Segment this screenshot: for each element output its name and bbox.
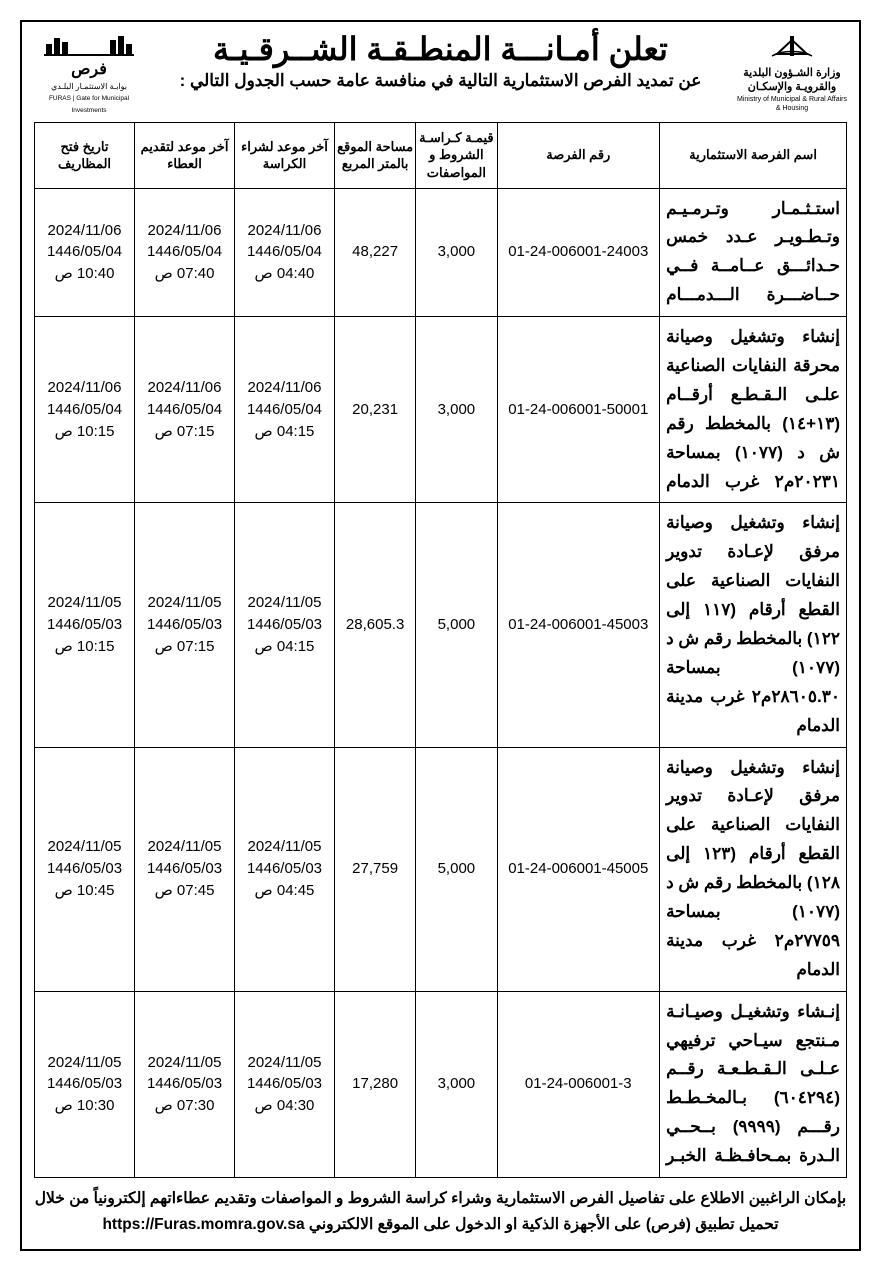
cell-date-submit: 2024/11/051446/05/0307:45 ص: [135, 747, 235, 991]
cell-price: 3,000: [416, 991, 497, 1177]
cell-date-buy: 2024/11/051446/05/0304:15 ص: [235, 503, 335, 747]
cell-date-submit: 2024/11/061446/05/0407:40 ص: [135, 188, 235, 317]
cell-price: 3,000: [416, 317, 497, 503]
cell-area: 28,605.3: [334, 503, 415, 747]
header: وزارة الشـؤون البلدية والقرويـة والإسكـا…: [34, 30, 847, 116]
cell-num: 01-24-006001-45003: [497, 503, 660, 747]
opportunities-table: اسم الفرصة الاستثمارية رقم الفرصة قيمـة …: [34, 122, 847, 1178]
table-row: إنشاء وتشغيل وصيانة محرقة النفايات الصنا…: [35, 317, 847, 503]
furas-name: فرص: [71, 61, 107, 78]
cell-price: 3,000: [416, 188, 497, 317]
cell-num: 01-24-006001-45005: [497, 747, 660, 991]
ministry-name-1: وزارة الشـؤون البلدية: [743, 67, 841, 79]
cell-date-buy: 2024/11/051446/05/0304:45 ص: [235, 747, 335, 991]
cell-date-open: 2024/11/051446/05/0310:15 ص: [35, 503, 135, 747]
cell-name: إنشاء وتشغيل وصيانة مرفق لإعـادة تدوير ا…: [660, 747, 847, 991]
cell-date-open: 2024/11/051446/05/0310:30 ص: [35, 991, 135, 1177]
cell-date-buy: 2024/11/051446/05/0304:30 ص: [235, 991, 335, 1177]
table-body: استـثـمـار وتـرمـيـم وتـطـويـر عـدد خمس …: [35, 188, 847, 1178]
ministry-name-en: Ministry of Municipal & Rural Affairs & …: [737, 95, 847, 113]
table-row: إنشاء وتشغيل وصيانة مرفق لإعـادة تدوير ا…: [35, 503, 847, 747]
cell-area: 48,227: [334, 188, 415, 317]
col-d1: آخر موعد لشراء الكراسة: [235, 122, 335, 188]
cell-num: 01-24-006001-3: [497, 991, 660, 1177]
title-block: تعلن أمـانـــة المنطـقـة الشــرقـيـة عن …: [154, 30, 727, 91]
cell-area: 17,280: [334, 991, 415, 1177]
furas-sub-en: FURAS | Gate for Municipal Investments: [49, 95, 129, 114]
cell-name: إنشاء وتشغيل وصيانة مرفق لإعـادة تدوير ا…: [660, 503, 847, 747]
cell-date-submit: 2024/11/061446/05/0407:15 ص: [135, 317, 235, 503]
subtitle: عن تمديد الفرص الاستثمارية التالية في من…: [154, 71, 727, 91]
table-row: إنـشاء وتشغيـل وصيـانـة مـنتجع سيـاحي تر…: [35, 991, 847, 1177]
cell-price: 5,000: [416, 503, 497, 747]
table-row: استـثـمـار وتـرمـيـم وتـطـويـر عـدد خمس …: [35, 188, 847, 317]
cell-name: إنشاء وتشغيل وصيانة محرقة النفايات الصنا…: [660, 317, 847, 503]
col-num: رقم الفرصة: [497, 122, 660, 188]
cell-name: استـثـمـار وتـرمـيـم وتـطـويـر عـدد خمس …: [660, 188, 847, 317]
footer-line1: بإمكان الراغبين الاطلاع على تفاصيل الفرص…: [35, 1190, 846, 1207]
cell-date-buy: 2024/11/061446/05/0404:40 ص: [235, 188, 335, 317]
col-name: اسم الفرصة الاستثمارية: [660, 122, 847, 188]
cell-date-open: 2024/11/061446/05/0410:40 ص: [35, 188, 135, 317]
ministry-emblem-icon: [757, 30, 827, 64]
col-d3: تاريخ فتح المظاريف: [35, 122, 135, 188]
footer-line2-pre: تحميل تطبيق (فرص) على الأجهزة الذكية او …: [305, 1216, 779, 1233]
cell-area: 20,231: [334, 317, 415, 503]
main-title: تعلن أمـانـــة المنطـقـة الشــرقـيـة: [154, 32, 727, 67]
furas-skyline-icon: [44, 30, 134, 58]
table-header-row: اسم الفرصة الاستثمارية رقم الفرصة قيمـة …: [35, 122, 847, 188]
col-price: قيمـة كـراسـة الشروط و المواصفات: [416, 122, 497, 188]
furas-sub-ar: بوابـة الاستثمـار البلـدي: [51, 82, 127, 91]
col-area: مساحة الموقع بالمتر المربع: [334, 122, 415, 188]
ministry-logo: وزارة الشـؤون البلدية والقرويـة والإسكـا…: [737, 30, 847, 113]
table-row: إنشاء وتشغيل وصيانة مرفق لإعـادة تدوير ا…: [35, 747, 847, 991]
footer: بإمكان الراغبين الاطلاع على تفاصيل الفرص…: [34, 1186, 847, 1239]
ministry-name-2: والقرويـة والإسكـان: [748, 81, 837, 93]
cell-area: 27,759: [334, 747, 415, 991]
cell-date-submit: 2024/11/051446/05/0307:15 ص: [135, 503, 235, 747]
cell-num: 01-24-006001-50001: [497, 317, 660, 503]
announcement-page: وزارة الشـؤون البلدية والقرويـة والإسكـا…: [20, 20, 861, 1251]
cell-num: 01-24-006001-24003: [497, 188, 660, 317]
cell-date-open: 2024/11/061446/05/0410:15 ص: [35, 317, 135, 503]
footer-url: https://Furas.momra.gov.sa: [102, 1216, 304, 1233]
cell-date-buy: 2024/11/061446/05/0404:15 ص: [235, 317, 335, 503]
cell-price: 5,000: [416, 747, 497, 991]
cell-date-open: 2024/11/051446/05/0310:45 ص: [35, 747, 135, 991]
furas-logo: فرص بوابـة الاستثمـار البلـدي FURAS | Ga…: [34, 30, 144, 116]
cell-name: إنـشاء وتشغيـل وصيـانـة مـنتجع سيـاحي تر…: [660, 991, 847, 1177]
col-d2: آخر موعد لتقديم العطاء: [135, 122, 235, 188]
cell-date-submit: 2024/11/051446/05/0307:30 ص: [135, 991, 235, 1177]
